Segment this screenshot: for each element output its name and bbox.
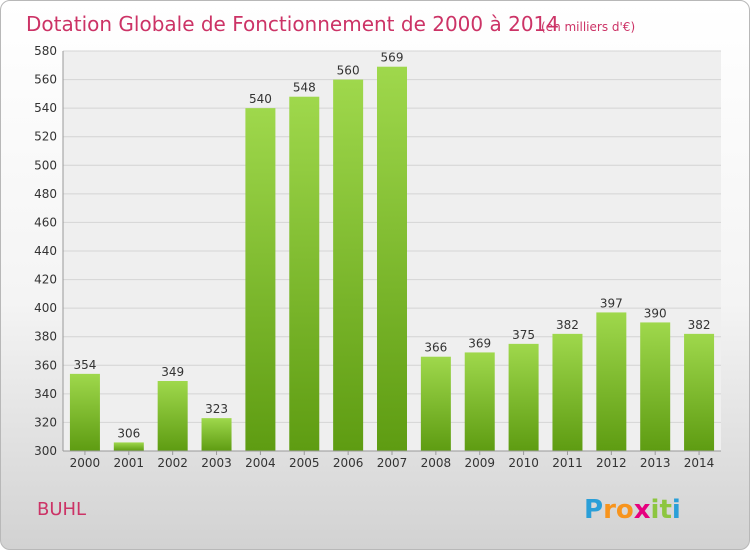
y-tick-label: 460 xyxy=(34,215,57,229)
bar-2006 xyxy=(333,79,364,452)
bar-2008 xyxy=(420,356,451,451)
x-tick-label-2013: 2013 xyxy=(640,456,671,470)
bar-2012 xyxy=(596,312,627,451)
bars: 354 306 349 323 540 548 560 569 366 369 375 382 397 3… xyxy=(69,51,715,452)
data-label-2014: 382 xyxy=(688,318,711,332)
y-tick-label: 500 xyxy=(34,158,57,172)
data-label-2003: 323 xyxy=(205,402,228,416)
data-label-2002: 349 xyxy=(161,365,184,379)
y-tick-label: 380 xyxy=(34,330,57,344)
data-label-2008: 366 xyxy=(424,341,447,355)
chart-title-group: Dotation Globale de Fonctionnement de 20… xyxy=(26,12,635,36)
data-label-2011: 382 xyxy=(556,318,579,332)
bar-2013 xyxy=(640,322,671,451)
data-label-2004: 540 xyxy=(249,92,272,106)
y-tick-label: 520 xyxy=(34,130,57,144)
bar-2000 xyxy=(69,373,100,451)
bar-2005 xyxy=(289,96,320,451)
data-label-2005: 548 xyxy=(293,81,316,95)
bar-2003 xyxy=(201,418,232,451)
y-tick-label: 560 xyxy=(34,73,57,87)
data-label-2012: 397 xyxy=(600,296,623,310)
logo-letter: x xyxy=(634,495,651,525)
x-tick-label-2001: 2001 xyxy=(114,456,145,470)
data-label-2001: 306 xyxy=(117,426,140,440)
x-tick-label-2011: 2011 xyxy=(552,456,583,470)
x-tick-label-2004: 2004 xyxy=(245,456,276,470)
commune-name: BUHL xyxy=(37,499,86,520)
x-tick-label-2006: 2006 xyxy=(333,456,364,470)
logo-letter: P xyxy=(584,495,603,525)
y-tick-label: 340 xyxy=(34,387,57,401)
data-label-2007: 569 xyxy=(381,51,404,65)
x-tick-label-2003: 2003 xyxy=(201,456,232,470)
x-tick-label-2002: 2002 xyxy=(157,456,188,470)
y-axis: 300 320 340 360 380 400 420 440 460 480 500 520 540 5… xyxy=(34,44,64,458)
bar-2009 xyxy=(464,352,495,451)
y-tick-label: 360 xyxy=(34,358,57,372)
x-tick-label-2010: 2010 xyxy=(508,456,539,470)
bar-2007 xyxy=(377,66,407,451)
x-tick-label-2009: 2009 xyxy=(464,456,495,470)
data-label-2009: 369 xyxy=(468,336,491,350)
bar-2011 xyxy=(552,333,583,451)
data-label-2010: 375 xyxy=(512,328,535,342)
logo-letter: r xyxy=(603,495,616,525)
x-tick-label-2008: 2008 xyxy=(421,456,452,470)
y-tick-label: 300 xyxy=(34,444,57,458)
logo-letter: i xyxy=(672,495,681,525)
x-tick-label-2014: 2014 xyxy=(684,456,715,470)
chart-title: Dotation Globale de Fonctionnement de 20… xyxy=(26,12,559,36)
data-label-2006: 560 xyxy=(337,64,360,78)
x-tick-label-2007: 2007 xyxy=(377,456,408,470)
bar-2001 xyxy=(113,442,144,451)
y-tick-label: 440 xyxy=(34,244,57,258)
y-tick-label: 580 xyxy=(34,44,57,58)
chart-unit: (en milliers d'€) xyxy=(541,20,635,34)
data-label-2000: 354 xyxy=(73,358,96,372)
x-tick-label-2000: 2000 xyxy=(70,456,101,470)
logo-letter: i xyxy=(651,495,660,525)
bar-2002 xyxy=(157,381,188,451)
y-tick-label: 420 xyxy=(34,273,57,287)
bar-2014 xyxy=(684,333,715,451)
bar-2010 xyxy=(508,343,539,451)
y-tick-label: 400 xyxy=(34,301,57,315)
x-tick-label-2012: 2012 xyxy=(596,456,627,470)
logo-letter: o xyxy=(616,495,634,525)
y-tick-label: 480 xyxy=(34,187,57,201)
data-label-2013: 390 xyxy=(644,306,667,320)
bar-2004 xyxy=(245,108,276,452)
logo-letter: t xyxy=(659,495,671,525)
proxiti-logo: Proxiti xyxy=(584,495,681,525)
x-axis: 2000 2001 2002 2003 2004 2005 2006 2007 2008 2009… xyxy=(63,450,721,470)
y-tick-label: 320 xyxy=(34,415,57,429)
x-tick-label-2005: 2005 xyxy=(289,456,320,470)
y-tick-label: 540 xyxy=(34,101,57,115)
